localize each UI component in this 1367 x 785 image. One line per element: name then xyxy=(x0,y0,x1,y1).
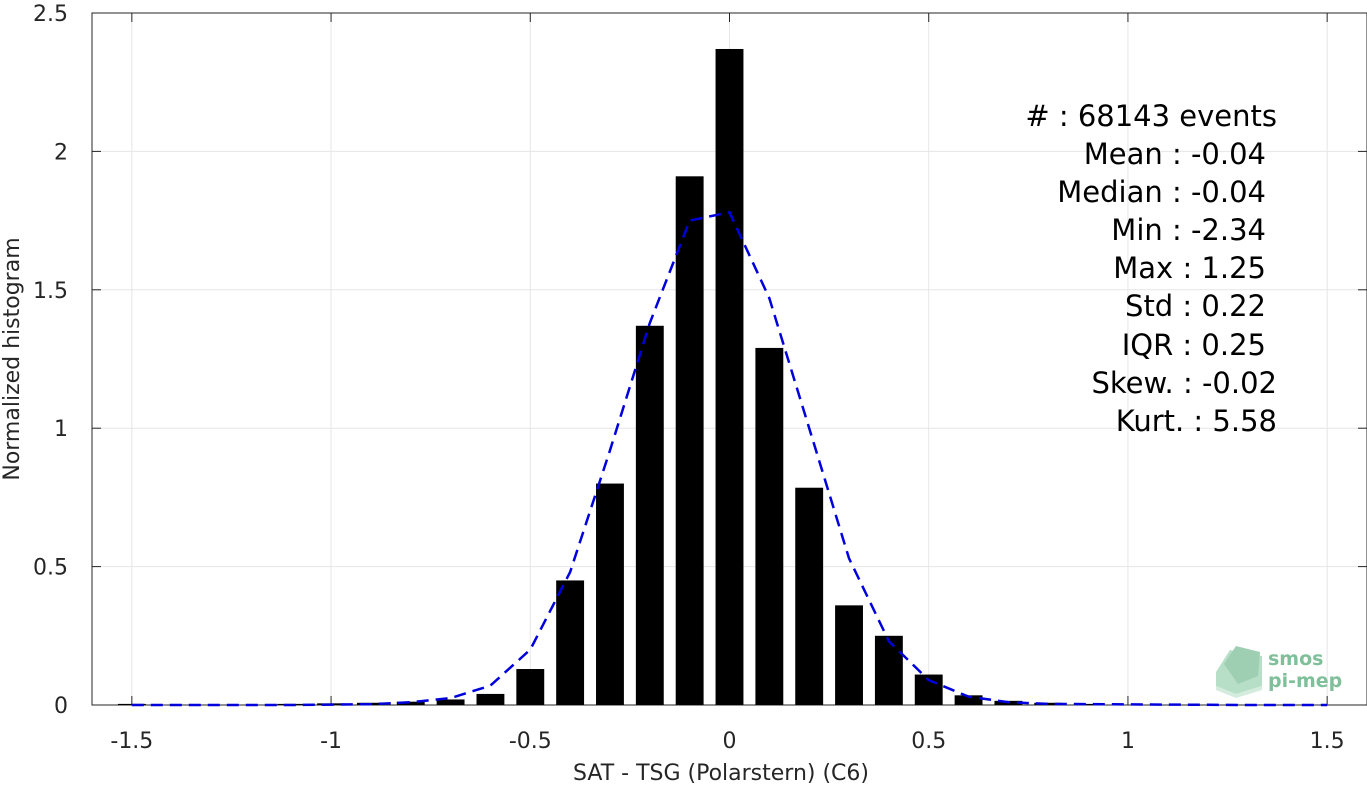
y-tick-label: 0.5 xyxy=(33,556,68,581)
histogram-bar xyxy=(835,605,863,705)
x-axis-title: SAT - TSG (Polarstern) (C6) xyxy=(573,761,869,785)
x-tick-label: 0 xyxy=(723,729,737,754)
y-tick-label: 0 xyxy=(54,694,68,719)
stat-max: Max : 1.25 xyxy=(1113,251,1266,285)
stat-std: Std : 0.22 xyxy=(1125,289,1266,323)
histogram-bar xyxy=(596,483,624,705)
y-tick-label: 2 xyxy=(54,140,68,165)
stat-mean: Mean : -0.04 xyxy=(1084,137,1266,171)
stat-min: Min : -2.34 xyxy=(1111,213,1266,247)
histogram-bar xyxy=(675,176,704,705)
y-tick-label: 1.5 xyxy=(33,279,68,304)
stat-skew: Skew. : -0.02 xyxy=(1091,366,1277,400)
bars xyxy=(117,48,1103,705)
y-tick-label: 1 xyxy=(54,417,68,442)
histogram-bar xyxy=(516,669,545,705)
histogram-bar xyxy=(476,693,505,705)
x-tick-label: -1 xyxy=(320,729,342,754)
histogram-bar xyxy=(396,701,425,705)
histogram-bar xyxy=(795,487,824,705)
x-tick-label: -1.5 xyxy=(110,729,153,754)
histogram-bar xyxy=(556,580,585,705)
x-tick-label: 0.5 xyxy=(911,729,946,754)
smos-pimep-logo: smos pi-mep xyxy=(1216,646,1342,698)
histogram-bar xyxy=(1074,703,1103,705)
histogram-bar xyxy=(755,347,784,705)
stat-iqr: IQR : 0.25 xyxy=(1122,328,1266,362)
histogram-bar xyxy=(874,635,903,705)
x-tick-label: 1.5 xyxy=(1310,729,1345,754)
histogram-bar xyxy=(635,325,664,705)
y-tick-labels: 0 0.5 1 1.5 2 2.5 xyxy=(33,2,68,719)
stat-median: Median : -0.04 xyxy=(1057,175,1266,209)
stats-box: # : 68143 events Mean : -0.04 Median : -… xyxy=(1025,99,1277,438)
histogram-bar xyxy=(715,48,744,705)
histogram-bar xyxy=(1034,702,1063,705)
x-tick-label: -0.5 xyxy=(509,729,552,754)
histogram-bar xyxy=(954,695,983,705)
x-tick-label: 1 xyxy=(1121,729,1135,754)
fit-curve xyxy=(131,210,1328,707)
logo-mark-icon xyxy=(1216,646,1262,698)
y-tick-label: 2.5 xyxy=(33,2,68,27)
stat-events: # : 68143 events xyxy=(1025,99,1277,133)
stat-kurt: Kurt. : 5.58 xyxy=(1116,404,1277,438)
logo-text-smos: smos xyxy=(1268,648,1323,670)
y-axis-title: Normalized histogram xyxy=(0,237,25,480)
x-tick-labels: -1.5 -1 -0.5 0 0.5 1 1.5 xyxy=(110,729,1344,754)
logo-text-pimep: pi-mep xyxy=(1268,670,1342,692)
histogram-bar xyxy=(436,699,465,705)
